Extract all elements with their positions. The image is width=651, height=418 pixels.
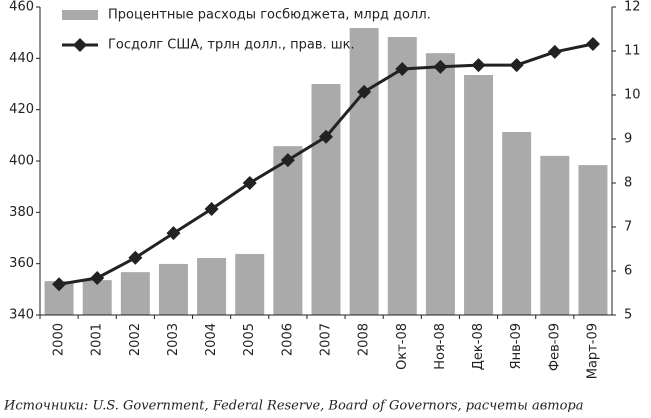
legend-swatch (62, 10, 98, 20)
bar (387, 37, 417, 315)
bar (425, 53, 455, 315)
y-tick-label: 340 (9, 308, 34, 323)
bar (578, 165, 608, 315)
bar (120, 272, 150, 315)
line-marker (90, 271, 105, 286)
x-tick-label: Ноя-08 (433, 323, 448, 370)
y2-tick-label: 8 (624, 176, 632, 191)
x-tick-label: Дек-08 (471, 323, 486, 370)
line-marker (128, 250, 143, 265)
x-tick-label: 2000 (52, 323, 67, 356)
line-marker (242, 176, 257, 190)
bar (311, 84, 341, 315)
y2-tick-label: 7 (624, 220, 632, 235)
x-tick-label: 2002 (128, 323, 143, 356)
y2-tick-label: 9 (624, 132, 632, 147)
line-marker (547, 44, 562, 59)
bar (273, 146, 303, 315)
y2-tick-label: 11 (624, 44, 641, 59)
line-marker (509, 58, 524, 73)
line-marker (280, 153, 295, 168)
line-marker (471, 58, 486, 73)
x-tick-label: 2004 (204, 323, 219, 356)
y-tick-label: 440 (9, 51, 34, 66)
x-tick-label: 2003 (166, 323, 181, 356)
bar (540, 155, 570, 315)
y-tick-label: 420 (9, 102, 34, 117)
line-marker (52, 277, 67, 292)
bar (502, 131, 532, 315)
line-marker (319, 129, 333, 144)
x-tick-label: Янв-09 (509, 323, 524, 369)
x-tick-label: Март-09 (585, 323, 600, 379)
legend-swatch (73, 38, 87, 52)
line-marker (395, 62, 410, 77)
y-tick-label: 360 (9, 256, 34, 271)
y-tick-label: 400 (9, 154, 34, 169)
bar (464, 75, 494, 316)
bar (158, 263, 188, 315)
x-tick-label: Окт-08 (395, 323, 410, 370)
bar (197, 258, 227, 315)
x-tick-label: 2005 (242, 323, 257, 356)
line-marker (166, 226, 181, 241)
y-tick-label: 460 (9, 0, 34, 15)
source-note: Источники: U.S. Government, Federal Rese… (3, 399, 584, 414)
legend-label: Госдолг США, трлн долл., прав. шк. (108, 38, 355, 53)
bar (349, 28, 379, 316)
y2-tick-label: 12 (624, 0, 641, 15)
line-marker (585, 36, 600, 51)
legend-label: Процентные расходы госбюджета, млрд долл… (108, 8, 431, 23)
line-marker (204, 201, 219, 216)
bar (235, 253, 265, 315)
y-tick-label: 380 (9, 205, 34, 220)
y2-tick-label: 5 (624, 308, 632, 323)
y2-tick-label: 6 (624, 264, 632, 279)
x-tick-label: Фев-09 (547, 323, 562, 371)
x-tick-label: 2008 (357, 323, 372, 356)
line-marker (357, 84, 372, 99)
line-marker (433, 59, 448, 74)
x-tick-label: 2006 (280, 323, 295, 356)
y2-tick-label: 10 (624, 88, 641, 103)
x-tick-label: 2007 (319, 323, 334, 356)
x-tick-label: 2001 (90, 323, 105, 356)
bar (82, 280, 112, 315)
